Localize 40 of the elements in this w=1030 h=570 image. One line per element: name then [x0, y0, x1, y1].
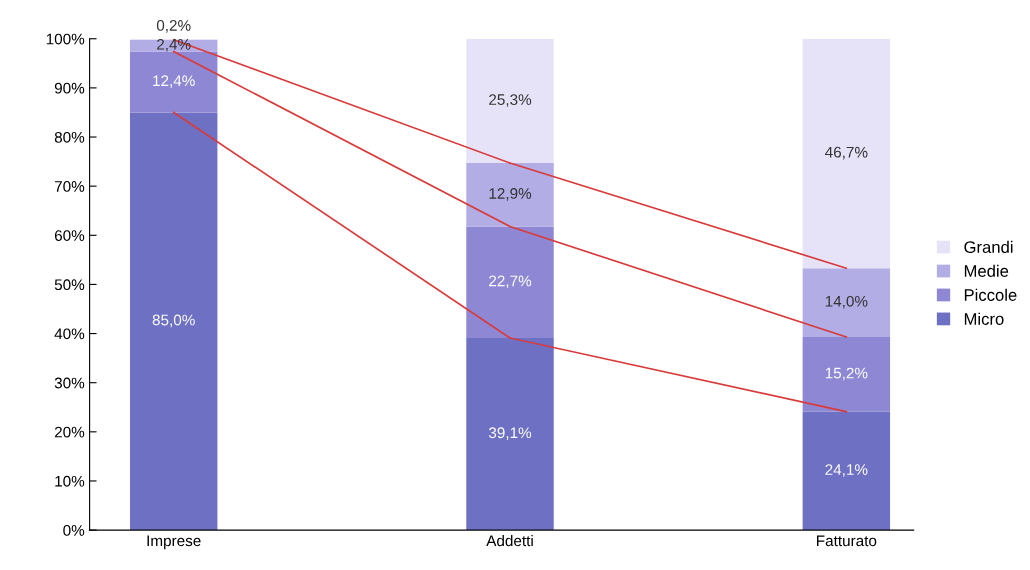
data-label: 25,3%: [489, 94, 532, 107]
bar: [802, 411, 891, 531]
x-tick-label: Addetti: [486, 534, 533, 547]
bar: [802, 268, 891, 337]
y-tick-label: 10%: [55, 475, 85, 487]
data-label: 24,1%: [825, 464, 868, 477]
data-label: 22,7%: [489, 275, 532, 289]
data-label: 2,4%: [157, 38, 191, 52]
y-tick-label: 60%: [54, 230, 85, 241]
x-tick-label: Fatturato: [817, 535, 877, 547]
x-tick-label: Imprese: [147, 535, 201, 550]
bar: [466, 337, 554, 531]
y-tick-label: 40%: [54, 328, 85, 340]
y-tick-label: 20%: [54, 426, 85, 438]
bar: [466, 38, 554, 164]
data-label: 39,1%: [488, 427, 532, 440]
y-tick-label: 70%: [54, 181, 85, 192]
data-label: 46,7%: [825, 146, 868, 160]
bar: [129, 51, 218, 113]
data-label: 0,2%: [156, 20, 191, 33]
legend-label: Micro: [964, 312, 1004, 325]
data-label: 12,4%: [153, 75, 195, 88]
data-label: 14,0%: [825, 295, 868, 309]
data-label: 15,2%: [825, 367, 868, 381]
y-tick-label: 100%: [46, 33, 85, 45]
y-tick-label: 90%: [54, 82, 85, 94]
y-tick-label: 80%: [54, 131, 85, 143]
legend-label: Medie: [964, 264, 1009, 277]
bar: [129, 112, 218, 531]
bar: [466, 163, 554, 227]
data-label: 85,0%: [152, 314, 195, 328]
y-tick-label: 30%: [54, 377, 85, 389]
y-tick-label: 0%: [63, 524, 85, 536]
legend-label: Piccole: [964, 288, 1017, 301]
bar: [802, 38, 891, 269]
bar: [466, 226, 554, 338]
legend-label: Grandi: [964, 240, 1013, 254]
y-tick-label: 50%: [54, 279, 85, 291]
bar: [802, 337, 891, 412]
data-label: 12,9%: [489, 188, 532, 201]
